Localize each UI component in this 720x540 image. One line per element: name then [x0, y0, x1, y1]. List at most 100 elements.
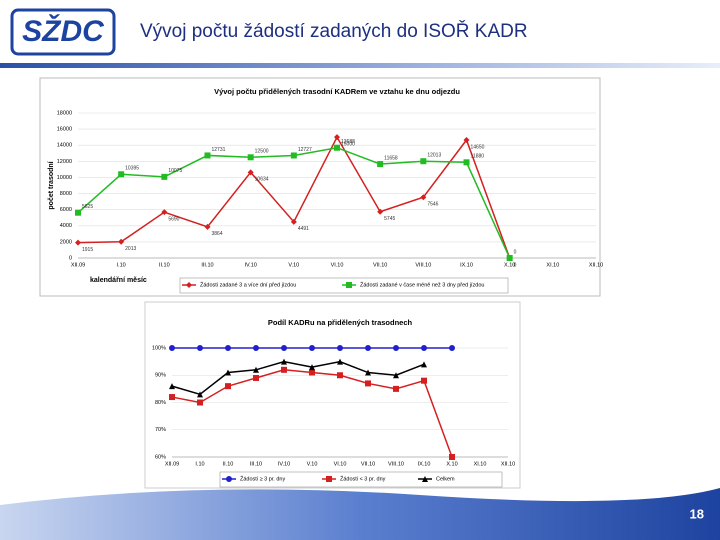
marker	[75, 239, 81, 246]
marker	[365, 345, 371, 351]
x-tick-label: VI.10	[334, 461, 347, 467]
marker	[169, 394, 175, 401]
x-tick-label: X.10	[504, 262, 515, 268]
y-tick-label: 80%	[155, 400, 166, 406]
x-tick-label: XII.09	[71, 262, 85, 268]
marker	[253, 374, 259, 381]
x-tick-label: IV.10	[278, 461, 290, 467]
marker	[506, 255, 513, 261]
marker	[309, 369, 315, 376]
data-label: 0	[514, 249, 517, 255]
y-tick-label: 4000	[60, 223, 72, 229]
marker	[197, 399, 203, 406]
marker	[365, 369, 371, 376]
marker	[225, 345, 231, 351]
x-tick-label: XII.10	[589, 262, 603, 268]
x-tick-label: VII.10	[373, 262, 387, 268]
marker	[161, 173, 168, 180]
x-axis-label: kalendářní měsíc	[90, 277, 147, 284]
marker	[365, 380, 371, 387]
marker	[253, 366, 259, 373]
marker	[169, 383, 175, 390]
marker	[281, 345, 287, 351]
y-tick-label: 60%	[155, 454, 166, 460]
x-tick-label: IX.10	[460, 262, 473, 268]
data-label: 10395	[125, 166, 139, 172]
data-label: 12731	[212, 147, 226, 153]
x-tick-label: II.10	[223, 461, 234, 467]
data-label: 12727	[298, 147, 312, 153]
data-label: 12500	[255, 149, 269, 155]
marker	[281, 358, 287, 365]
marker	[169, 345, 175, 351]
y-tick-label: 10000	[57, 175, 72, 181]
marker	[290, 218, 297, 225]
data-label: 15000	[341, 141, 355, 147]
marker	[334, 144, 340, 151]
marker	[197, 391, 203, 398]
data-label: 0	[514, 262, 517, 268]
y-tick-label: 12000	[57, 159, 72, 165]
x-tick-label: VII.10	[361, 461, 375, 467]
data-label: 10075	[168, 168, 182, 174]
footer-band	[0, 488, 720, 540]
legend-frame	[219, 471, 503, 488]
marker	[393, 385, 399, 392]
marker	[393, 345, 399, 351]
marker	[334, 134, 340, 141]
x-tick-label: XI.10	[474, 461, 487, 467]
data-label: 3864	[212, 231, 223, 237]
y-tick-label: 2000	[60, 239, 72, 245]
x-tick-label: VIII.10	[415, 262, 431, 268]
y-tick-label: 6000	[60, 207, 72, 213]
marker	[186, 282, 192, 288]
data-label: 11880	[471, 154, 485, 160]
data-label: 5625	[82, 204, 93, 210]
page-number: 18	[690, 506, 704, 521]
data-label: 5690	[168, 216, 179, 222]
marker	[226, 476, 232, 482]
data-label: 11658	[384, 155, 398, 161]
x-tick-label: V.10	[288, 262, 299, 268]
logo: SŽDC	[22, 14, 105, 48]
y-tick-label: 14000	[57, 143, 72, 149]
x-tick-label: I.10	[117, 262, 126, 268]
marker	[281, 366, 287, 373]
marker	[337, 345, 343, 351]
chart-title: Podíl KADRu na přidělených trasodnech	[268, 318, 413, 327]
legend-label: Žádosti < 3 pr. dny	[340, 474, 386, 482]
legend-label: Celkem	[436, 476, 455, 482]
x-tick-label: XII.09	[165, 461, 179, 467]
y-tick-label: 0	[69, 255, 72, 261]
marker	[309, 345, 315, 351]
marker	[393, 372, 399, 379]
marker	[463, 159, 470, 166]
x-tick-label: II.10	[159, 262, 170, 268]
marker	[197, 345, 203, 351]
x-tick-label: XI.10	[546, 262, 559, 268]
data-label: 13688	[341, 139, 355, 145]
marker	[204, 223, 211, 230]
marker	[449, 345, 455, 351]
x-tick-label: III.10	[201, 262, 213, 268]
series-line	[171, 360, 425, 396]
marker	[377, 208, 384, 215]
y-tick-label: 16000	[57, 127, 72, 133]
data-label: 1915	[82, 247, 93, 253]
marker	[225, 369, 231, 376]
x-tick-label: VI.10	[331, 262, 344, 268]
y-tick-label: 90%	[155, 373, 166, 379]
marker	[290, 152, 297, 159]
marker	[449, 454, 455, 460]
data-label: 4491	[298, 226, 309, 232]
marker	[118, 171, 125, 178]
data-label: 7546	[427, 202, 438, 208]
x-tick-label: V.10	[307, 461, 318, 467]
x-tick-label: I.10	[195, 461, 204, 467]
marker	[247, 169, 254, 176]
legend-frame	[179, 277, 509, 294]
x-tick-label: IV.10	[244, 262, 256, 268]
slide-title: Vývoj počtu žádostí zadaných do ISOŘ KAD…	[140, 20, 528, 42]
y-axis-label: počet trasodní	[48, 160, 55, 209]
